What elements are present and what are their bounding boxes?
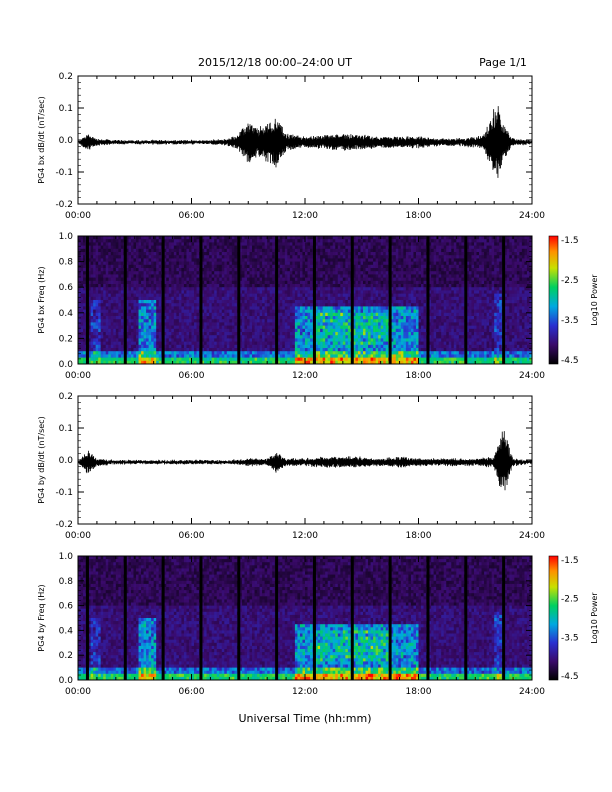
data-gap xyxy=(199,556,203,680)
y-tick-label: 0.1 xyxy=(59,424,73,434)
page-indicator: Page 1/1 xyxy=(479,56,527,69)
y-tick-label: 0.4 xyxy=(59,626,74,636)
data-gap xyxy=(388,236,392,364)
dbdt-trace xyxy=(77,106,533,178)
colorbar-tick-label: -3.5 xyxy=(561,316,579,326)
y-tick-label: 1.0 xyxy=(59,552,74,562)
colorbar-tick-label: -4.5 xyxy=(561,356,579,366)
colorbar-tick-label: -4.5 xyxy=(561,672,579,682)
data-gap xyxy=(161,236,165,364)
y-tick-label: 0.6 xyxy=(59,283,74,293)
data-gap xyxy=(350,556,354,680)
data-gap xyxy=(426,556,430,680)
panel-by-spectrogram: 1.0 0.8 0.6 0.4 0.2 0.0 PG4 by Freq (Hz) 00:00 0… xyxy=(37,552,599,697)
data-gap xyxy=(312,236,316,364)
spectrogram-cells xyxy=(78,556,533,681)
y-tick-label: 1.0 xyxy=(59,232,74,242)
colorbar-tick-label: -1.5 xyxy=(561,236,579,246)
y-tick-label: 0.8 xyxy=(59,577,74,587)
y-tick-label: 0.0 xyxy=(59,676,74,686)
panel-by-dbdt: 0.2 0.1 0.0 -0.1 -0.2 PG4 by dB/dt (nT/sec) 00… xyxy=(37,392,545,541)
y-tick-label: -0.2 xyxy=(55,200,73,210)
data-gap xyxy=(85,236,89,364)
data-gap xyxy=(275,236,279,364)
data-gap xyxy=(275,556,279,680)
x-tick-label: 00:00 xyxy=(65,371,91,381)
x-tick-label: 18:00 xyxy=(406,531,432,541)
data-gap xyxy=(426,236,430,364)
colorbar-tick-label: -2.5 xyxy=(561,595,579,605)
x-tick-label: 06:00 xyxy=(179,687,205,697)
colorbar-label: Log10 Power xyxy=(590,274,599,326)
y-axis-label: PG4 by Freq (Hz) xyxy=(37,584,46,651)
data-gap xyxy=(312,556,316,680)
y-axis-label: PG4 bx dB/dt (nT/sec) xyxy=(37,96,46,183)
y-tick-label: -0.1 xyxy=(55,488,73,498)
figure-title: 2015/12/18 00:00–24:00 UT xyxy=(198,56,352,69)
y-axis-label: PG4 bx Freq (Hz) xyxy=(37,266,46,333)
x-axis-label: Universal Time (hh:mm) xyxy=(239,712,372,725)
colorbar-tick-label: -2.5 xyxy=(561,276,579,286)
x-tick-label: 24:00 xyxy=(519,371,545,381)
x-tick-label: 12:00 xyxy=(292,371,318,381)
colorbar-label: Log10 Power xyxy=(590,592,599,644)
x-tick-label: 06:00 xyxy=(179,211,205,221)
x-tick-label: 24:00 xyxy=(519,211,545,221)
y-tick-label: 0.0 xyxy=(59,456,74,466)
y-tick-label: 0.4 xyxy=(59,309,74,319)
x-tick-label: 06:00 xyxy=(179,371,205,381)
data-gap xyxy=(464,556,468,680)
panel-bx-dbdt: 0.2 0.1 0.0 -0.1 -0.2 PG4 bx dB/dt (nT/sec) 00… xyxy=(37,72,545,221)
x-tick-label: 06:00 xyxy=(179,531,205,541)
y-tick-label: -0.1 xyxy=(55,168,73,178)
data-gap xyxy=(123,556,127,680)
x-tick-label: 12:00 xyxy=(292,211,318,221)
data-gap xyxy=(123,236,127,364)
data-gap xyxy=(502,556,506,680)
x-tick-label: 18:00 xyxy=(406,211,432,221)
y-tick-label: -0.2 xyxy=(55,520,73,530)
data-gap xyxy=(199,236,203,364)
spectrogram-cells xyxy=(78,236,533,365)
x-tick-label: 24:00 xyxy=(519,687,545,697)
dbdt-trace xyxy=(77,431,533,491)
y-tick-label: 0.0 xyxy=(59,136,74,146)
y-axis-label: PG4 by dB/dt (nT/sec) xyxy=(37,416,46,503)
colorbar xyxy=(548,555,559,681)
x-tick-label: 12:00 xyxy=(292,687,318,697)
y-tick-label: 0.1 xyxy=(59,104,73,114)
x-tick-label: 00:00 xyxy=(65,531,91,541)
x-tick-label: 18:00 xyxy=(406,371,432,381)
x-tick-label: 00:00 xyxy=(65,211,91,221)
colorbar-tick-label: -1.5 xyxy=(561,556,579,566)
data-gap xyxy=(161,556,165,680)
data-gap xyxy=(237,236,241,364)
y-tick-label: 0.6 xyxy=(59,602,74,612)
x-tick-label: 18:00 xyxy=(406,687,432,697)
y-tick-label: 0.2 xyxy=(59,334,73,344)
x-tick-label: 00:00 xyxy=(65,687,91,697)
y-tick-label: 0.2 xyxy=(59,651,73,661)
plot-frame xyxy=(77,395,533,525)
y-tick-label: 0.2 xyxy=(59,72,73,82)
panel-bx-spectrogram: 1.0 0.8 0.6 0.4 0.2 0.0 PG4 bx Freq (Hz) 00:00 0… xyxy=(37,232,599,381)
y-tick-label: 0.0 xyxy=(59,360,74,370)
y-tick-label: 0.2 xyxy=(59,392,73,402)
data-gap xyxy=(502,236,506,364)
colorbar-tick-label: -3.5 xyxy=(561,633,579,643)
y-tick-label: 0.8 xyxy=(59,258,74,268)
x-tick-label: 24:00 xyxy=(519,531,545,541)
data-gap xyxy=(237,556,241,680)
x-tick-label: 12:00 xyxy=(292,531,318,541)
data-gap xyxy=(388,556,392,680)
colorbar xyxy=(548,235,559,365)
data-gap xyxy=(464,236,468,364)
data-gap xyxy=(350,236,354,364)
data-gap xyxy=(85,556,89,680)
